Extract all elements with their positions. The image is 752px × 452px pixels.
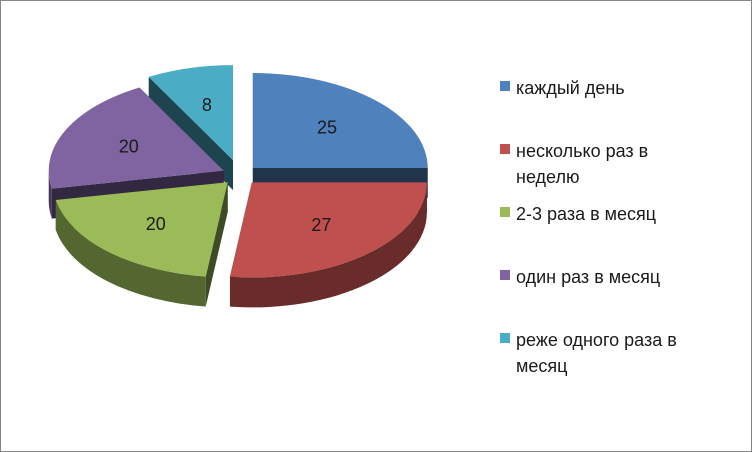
legend-label: один раз в месяц <box>516 267 661 287</box>
legend-swatch <box>500 333 510 343</box>
data-label-5: 8 <box>202 95 212 115</box>
slice-top-face <box>252 72 428 168</box>
legend-item: каждый день <box>500 75 716 101</box>
slice-side-face <box>205 182 228 307</box>
legend-item: один раз в месяц <box>500 264 716 290</box>
pie-slice-3 <box>55 182 228 307</box>
pie-slices <box>48 65 428 308</box>
legend-swatch <box>500 207 510 217</box>
data-label-1: 25 <box>317 118 337 138</box>
slice-top-face <box>55 182 228 277</box>
legend-swatch <box>500 144 510 154</box>
slice-top-face <box>229 182 427 278</box>
slice-top-face <box>148 65 234 161</box>
data-label-4: 20 <box>119 137 139 157</box>
slice-outer-wall <box>55 200 206 307</box>
pie-slice-2 <box>229 182 427 308</box>
legend-label: реже одного раза в месяц <box>516 330 677 376</box>
slice-top-face <box>48 87 224 189</box>
legend-item: реже одного раза в месяц <box>500 327 716 379</box>
data-label-3: 20 <box>146 214 166 234</box>
legend-item: 2-3 раза в месяц <box>500 201 716 227</box>
legend-label: 2-3 раза в месяц <box>516 204 657 224</box>
legend-swatch <box>500 270 510 280</box>
legend-label: каждый день <box>516 78 625 98</box>
slice-outer-wall <box>48 170 52 219</box>
pie-slice-1 <box>252 72 428 198</box>
data-label-2: 27 <box>311 215 331 235</box>
slice-outer-wall <box>229 182 427 308</box>
legend-item: несколько раз в неделю <box>500 138 716 190</box>
legend-swatch <box>500 81 510 91</box>
legend-label: несколько раз в неделю <box>516 141 649 187</box>
